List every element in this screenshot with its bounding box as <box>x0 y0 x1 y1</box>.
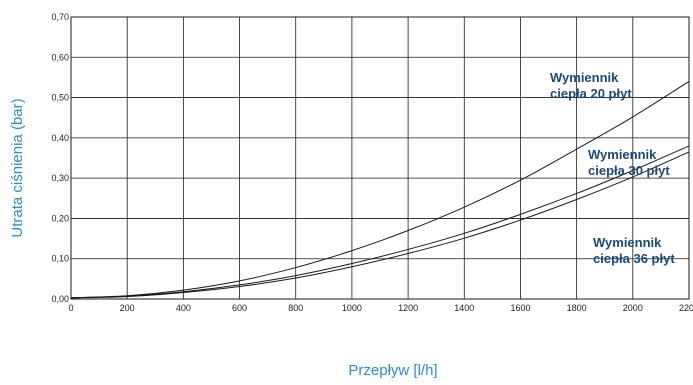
x-tick-label: 2000 <box>623 303 643 313</box>
series-label-3: Wymiennik ciepła 36 płyt <box>593 235 675 266</box>
series-line-2 <box>70 145 690 299</box>
y-tick-label: 0,30 <box>51 173 69 183</box>
y-tick-label: 0,10 <box>51 254 69 264</box>
series-label-2: Wymiennik ciepła 30 płyt <box>588 147 670 178</box>
series-line-3 <box>70 151 690 299</box>
y-tick-label: 0,50 <box>51 93 69 103</box>
x-tick-label: 800 <box>288 303 303 313</box>
x-tick-label: 1000 <box>342 303 362 313</box>
y-tick-label: 0,60 <box>51 52 69 62</box>
x-tick-label: 600 <box>232 303 247 313</box>
x-tick-labels: 0 200 400 600 800 1000 1200 1400 1600 1800 2000 220… <box>68 303 693 313</box>
x-tick-label: 0 <box>68 303 73 313</box>
plot-frame <box>70 16 690 300</box>
x-tick-label: 1400 <box>454 303 474 313</box>
y-axis-title: Utrata ciśnienia (bar) <box>9 98 26 237</box>
y-tick-label: 0,40 <box>51 133 69 143</box>
x-tick-label: 200 <box>120 303 135 313</box>
grid <box>70 16 690 300</box>
x-tick-label: 1600 <box>510 303 530 313</box>
curves <box>70 81 690 299</box>
x-tick-label: 400 <box>176 303 191 313</box>
y-tick-label: 0,70 <box>51 12 69 22</box>
x-tick-label: 1800 <box>567 303 587 313</box>
y-tick-label: 0,00 <box>51 294 69 304</box>
y-tick-labels: 0,00 0,10 0,20 0,30 0,40 0,50 0,60 0,70 <box>51 12 69 304</box>
series-label-1: Wymiennik ciepła 20 płyt <box>550 70 632 101</box>
x-axis-title: Przepływ [l/h] <box>348 362 437 379</box>
x-tick-label: 1200 <box>398 303 418 313</box>
series-labels: Wymiennik ciepła 20 płyt Wymiennik ciepła 3… <box>550 70 675 266</box>
y-tick-label: 0,20 <box>51 213 69 223</box>
series-line-1 <box>70 81 690 299</box>
